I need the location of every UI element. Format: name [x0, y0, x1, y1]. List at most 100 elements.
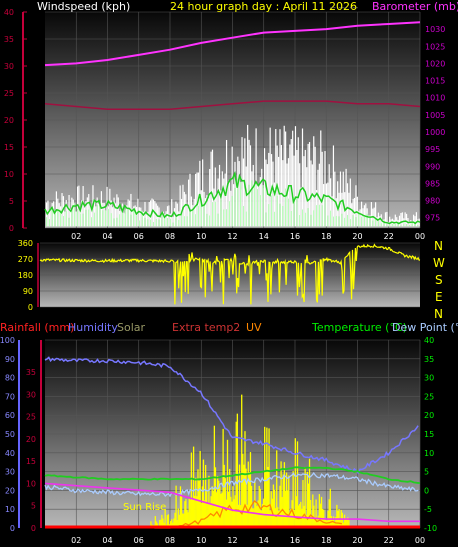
humidity-tick: 0: [10, 524, 15, 533]
temp-inner-tick: 25: [26, 413, 36, 422]
humidity-tick: 40: [5, 449, 15, 458]
compass-labels: N W S E N: [433, 239, 445, 321]
temp-x-tick: 02: [71, 536, 81, 545]
humidity-tick: 80: [5, 374, 15, 383]
humidity-tick: 100: [0, 336, 15, 345]
temp-inner-tick: 5: [31, 502, 36, 511]
temp-right-tick: 15: [424, 430, 434, 439]
dewpoint-line: [44, 472, 419, 498]
direction-tick: 0: [28, 303, 33, 312]
barometer-tick: 1010: [425, 94, 445, 103]
temp-x-tick: 20: [352, 536, 362, 545]
temp-right-tick: 30: [424, 374, 434, 383]
direction-axes: 0 90 180 270 360: [18, 239, 39, 312]
compass-e: E: [435, 290, 443, 304]
wind-red-line: [44, 100, 421, 110]
wind-left-tick: 20: [4, 116, 14, 125]
legend-extra-temp: Extra temp2: [172, 321, 240, 334]
temp-x-tick: 00: [415, 536, 425, 545]
temp-x-tick: 06: [134, 536, 144, 545]
barometer-tick: 985: [425, 179, 440, 188]
humidity-tick: 10: [5, 505, 15, 514]
wind-left-tick: 10: [4, 170, 14, 179]
humidity-tick: 20: [5, 486, 15, 495]
direction-series: [39, 243, 421, 305]
wind-x-tick: 04: [102, 232, 112, 241]
direction-line: [39, 243, 421, 305]
wind-axes: 0510152025303540975980985990995100010051…: [4, 8, 446, 241]
wind-series: [44, 21, 421, 227]
wind-x-tick: 22: [384, 232, 394, 241]
wind-x-tick: 00: [415, 232, 425, 241]
temp-x-tick: 12: [227, 536, 237, 545]
temp-right-tick: 35: [424, 355, 434, 364]
direction-tick: 180: [18, 271, 33, 280]
temp-right-tick: 40: [424, 336, 434, 345]
temp-x-tick: 08: [165, 536, 175, 545]
legend-temperature: Temperature (°C): [311, 321, 407, 334]
legend: Rainfall (mm) Humidity Solar Extra temp2…: [0, 321, 458, 334]
barometer-line: [44, 21, 421, 67]
temperature-line: [44, 466, 421, 484]
compass-n-bottom: N: [434, 307, 443, 321]
humidity-tick: 70: [5, 392, 15, 401]
temp-right-tick: 10: [424, 449, 434, 458]
wind-left-tick: 40: [4, 8, 14, 17]
temp-series: [44, 356, 421, 529]
legend-dewpoint: Dew Point (°C): [392, 321, 458, 334]
barometer-tick: 1020: [425, 59, 445, 68]
temp-x-tick: 18: [321, 536, 331, 545]
wind-left-tick: 30: [4, 62, 14, 71]
legend-uv: UV: [246, 321, 262, 334]
temp-right-tick: -5: [424, 505, 432, 514]
sun-rise-annotation: Sun Rise: [123, 502, 166, 513]
wind-left-tick: 35: [4, 35, 14, 44]
temp-axes: 010203040506070809010005101520253035-10-…: [0, 336, 437, 545]
wind-x-tick: 18: [321, 232, 331, 241]
wind-left-tick: 25: [4, 89, 14, 98]
wind-x-tick: 12: [227, 232, 237, 241]
temp-x-tick: 04: [102, 536, 112, 545]
barometer-tick: 1025: [425, 42, 445, 51]
compass-w: W: [433, 256, 445, 270]
humidity-tick: 60: [5, 411, 15, 420]
temp-right-tick: 25: [424, 392, 434, 401]
wind-x-tick: 20: [352, 232, 362, 241]
wind-x-tick: 02: [71, 232, 81, 241]
barometer-tick: 1015: [425, 77, 445, 86]
barometer-tick: 1005: [425, 111, 445, 120]
wind-left-tick: 15: [4, 143, 14, 152]
humidity-line: [44, 356, 419, 475]
temp-right-tick: 20: [424, 411, 434, 420]
legend-solar: Solar: [117, 321, 146, 334]
humidity-tick: 30: [5, 468, 15, 477]
temp-x-tick: 14: [259, 536, 269, 545]
temp-x-tick: 16: [290, 536, 300, 545]
wind-x-tick: 08: [165, 232, 175, 241]
humidity-tick: 90: [5, 355, 15, 364]
title-dots: -- --- ---: [330, 3, 358, 12]
barometer-tick: 975: [425, 214, 440, 223]
legend-rainfall: Rainfall (mm): [0, 321, 74, 334]
wind-average-line: [44, 170, 421, 225]
temp-inner-tick: 15: [26, 457, 36, 466]
wind-x-tick: 06: [134, 232, 144, 241]
direction-tick: 90: [23, 287, 33, 296]
temp-right-tick: 5: [424, 468, 429, 477]
legend-humidity: Humidity: [68, 321, 118, 334]
temp-inner-tick: 30: [26, 390, 36, 399]
temp-inner-tick: 10: [26, 479, 36, 488]
wind-x-tick: 14: [259, 232, 269, 241]
temp-right-tick: 0: [424, 486, 429, 495]
barometer-tick: 990: [425, 162, 440, 171]
barometer-tick: 995: [425, 145, 440, 154]
wind-x-tick: 16: [290, 232, 300, 241]
direction-tick: 270: [18, 255, 33, 264]
temp-x-tick: 10: [196, 536, 206, 545]
compass-s: S: [435, 273, 443, 287]
barometer-label: Barometer (mb): [372, 0, 458, 13]
direction-grid: [40, 242, 420, 308]
windspeed-label: Windspeed (kph): [37, 0, 130, 13]
barometer-tick: 980: [425, 197, 440, 206]
